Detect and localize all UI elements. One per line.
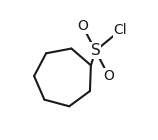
Text: O: O bbox=[103, 69, 114, 83]
Text: O: O bbox=[77, 19, 88, 33]
Text: Cl: Cl bbox=[113, 23, 127, 37]
Text: S: S bbox=[91, 43, 100, 58]
